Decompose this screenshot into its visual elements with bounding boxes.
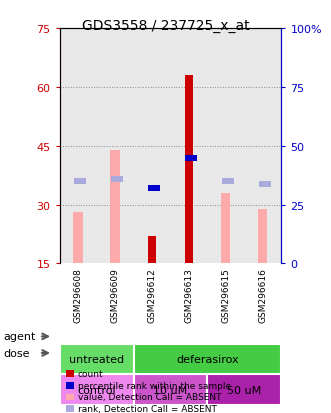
Text: untreated: untreated (69, 354, 124, 364)
Bar (60, 344, 133, 375)
Text: value, Detection Call = ABSENT: value, Detection Call = ABSENT (78, 392, 221, 401)
Bar (258, 209, 267, 264)
Text: GSM296616: GSM296616 (259, 268, 267, 323)
Bar (208, 375, 281, 405)
FancyBboxPatch shape (74, 179, 86, 185)
Text: count: count (78, 369, 103, 378)
Bar (111, 150, 119, 264)
FancyBboxPatch shape (185, 155, 197, 161)
Text: control: control (77, 385, 116, 395)
FancyBboxPatch shape (148, 186, 160, 192)
Bar (221, 193, 230, 264)
Text: GSM296615: GSM296615 (221, 268, 230, 323)
Bar (133, 344, 281, 375)
Text: 10 uM: 10 uM (153, 385, 188, 395)
Text: agent: agent (3, 332, 36, 342)
FancyBboxPatch shape (259, 181, 271, 187)
Bar (73, 213, 83, 264)
FancyBboxPatch shape (222, 179, 234, 185)
Text: dose: dose (3, 348, 30, 358)
Text: GSM296609: GSM296609 (111, 268, 119, 323)
Bar (185, 76, 193, 264)
Text: deferasirox: deferasirox (176, 354, 239, 364)
Text: rank, Detection Call = ABSENT: rank, Detection Call = ABSENT (78, 404, 217, 413)
Bar (60, 375, 133, 405)
Text: GSM296613: GSM296613 (184, 268, 193, 323)
Text: percentile rank within the sample: percentile rank within the sample (78, 381, 231, 390)
FancyBboxPatch shape (111, 176, 123, 183)
Bar (148, 236, 156, 264)
Text: GSM296608: GSM296608 (73, 268, 82, 323)
Bar (133, 375, 208, 405)
Text: GDS3558 / 237725_x_at: GDS3558 / 237725_x_at (82, 19, 249, 33)
Text: GSM296612: GSM296612 (148, 268, 157, 323)
Text: 50 uM: 50 uM (227, 385, 261, 395)
